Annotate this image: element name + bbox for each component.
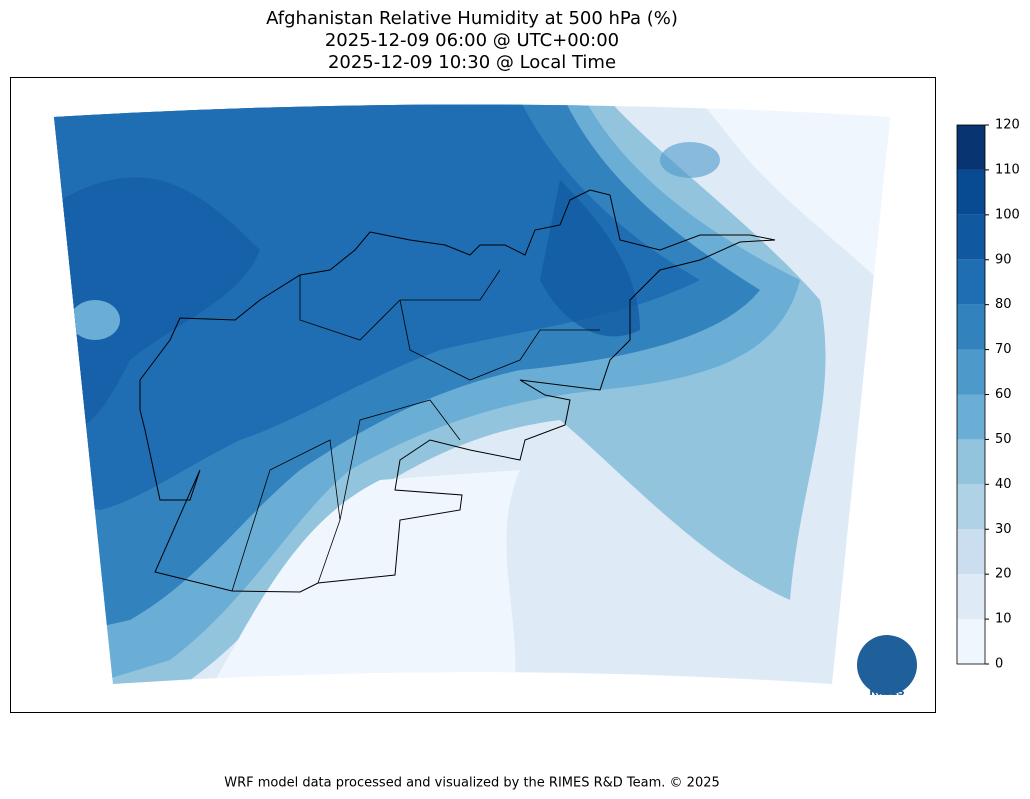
colorbar-tick-label: 30 <box>995 522 1012 537</box>
colorbar-band <box>957 214 985 260</box>
colorbar-band <box>957 169 985 215</box>
colorbar-band <box>957 125 985 170</box>
colorbar-band <box>957 394 985 440</box>
colorbar-band <box>957 439 985 485</box>
colorbar-band <box>957 619 985 664</box>
colorbar-band <box>957 574 985 620</box>
colorbar-tick-label: 110 <box>995 162 1020 177</box>
colorbar-tick-label: 10 <box>995 612 1012 627</box>
colorbar-band <box>957 529 985 575</box>
colorbar-tick-label: 50 <box>995 432 1012 447</box>
colorbar: 0 10 20 30 40 50 60 70 80 90 100 110 120 <box>956 118 1020 672</box>
colorbar-band <box>957 484 985 530</box>
colorbar-tick-label: 80 <box>995 297 1012 312</box>
logo <box>857 635 917 695</box>
humidity-field <box>54 104 890 684</box>
footer: WRF model data processed and visualized … <box>224 776 720 791</box>
title-line: Afghanistan Relative Humidity at 500 hPa… <box>266 8 678 29</box>
logo-text: RIMES <box>869 687 904 698</box>
colorbar-band <box>957 304 985 350</box>
title-line: 2025-12-09 10:30 @ Local Time <box>328 52 616 73</box>
colorbar-tick-label: 90 <box>995 252 1012 267</box>
colorbar-band <box>957 349 985 395</box>
colorbar-tick-label: 60 <box>995 387 1012 402</box>
province-boundaries <box>231 269 600 592</box>
colorbar-tick-label: 100 <box>995 207 1020 222</box>
colorbar-tick-label: 70 <box>995 342 1012 357</box>
colorbar-tick-label: 20 <box>995 567 1012 582</box>
colorbar-band <box>957 259 985 305</box>
country-outline <box>139 189 776 593</box>
colorbar-tick-label: 120 <box>995 118 1020 133</box>
colorbar-tick-label: 40 <box>995 477 1012 492</box>
title-line: 2025-12-09 06:00 @ UTC+00:00 <box>325 30 619 51</box>
colorbar-tick-label: 0 <box>995 657 1003 672</box>
